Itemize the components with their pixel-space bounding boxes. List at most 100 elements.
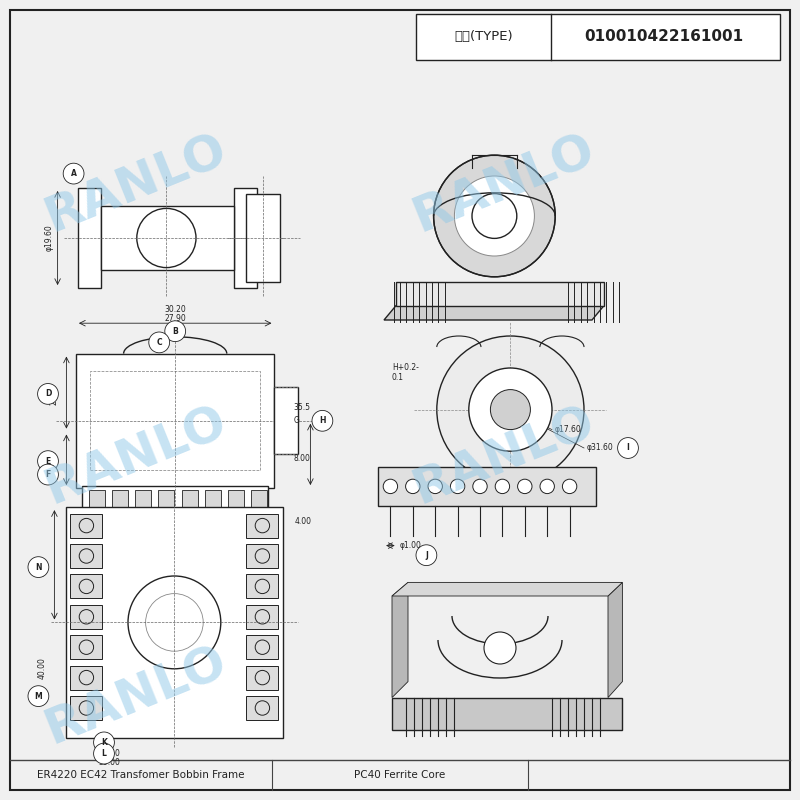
Bar [82, 486, 268, 514]
Bar [246, 194, 280, 282]
Bar [246, 635, 278, 659]
Text: φ19.60: φ19.60 [45, 225, 54, 251]
Text: N: N [35, 562, 42, 572]
Bar [228, 490, 244, 512]
Bar [70, 666, 102, 690]
Text: D: D [45, 390, 51, 398]
Circle shape [312, 410, 333, 431]
Bar [70, 514, 102, 538]
Bar [246, 544, 278, 568]
Bar [416, 14, 780, 60]
Bar [378, 467, 596, 506]
Circle shape [472, 194, 517, 238]
Text: φ1.00: φ1.00 [399, 541, 421, 550]
Text: 27.90: 27.90 [164, 314, 186, 323]
Text: H: H [319, 416, 326, 426]
Circle shape [94, 732, 114, 753]
Text: RANLO: RANLO [38, 638, 234, 754]
Circle shape [38, 464, 58, 485]
Text: 35.5: 35.5 [294, 403, 310, 412]
Circle shape [63, 163, 84, 184]
Circle shape [495, 479, 510, 494]
Bar [70, 635, 102, 659]
Text: 20.10: 20.10 [50, 383, 58, 405]
Bar [112, 490, 128, 512]
Bar [70, 696, 102, 720]
Text: J: J [425, 550, 428, 560]
Circle shape [540, 479, 554, 494]
Bar [76, 354, 274, 488]
Text: RANLO: RANLO [406, 398, 602, 514]
Circle shape [94, 743, 114, 764]
Circle shape [618, 438, 638, 458]
Text: G: G [294, 416, 299, 426]
Polygon shape [608, 582, 622, 698]
Bar [158, 490, 174, 512]
Circle shape [454, 176, 534, 256]
Text: 010010422161001: 010010422161001 [584, 30, 743, 44]
Text: M: M [34, 692, 42, 701]
Bar [182, 490, 198, 512]
Bar [66, 507, 283, 738]
Text: RANLO: RANLO [406, 126, 602, 242]
Bar [246, 696, 278, 720]
Text: K: K [101, 738, 107, 747]
Text: 5.00: 5.00 [38, 558, 46, 576]
Circle shape [149, 332, 170, 353]
Polygon shape [392, 698, 622, 730]
Text: RANLO: RANLO [38, 126, 234, 242]
Bar [90, 371, 260, 470]
Text: L: L [102, 749, 106, 758]
Circle shape [28, 686, 49, 706]
Circle shape [416, 545, 437, 566]
Bar [70, 605, 102, 629]
Circle shape [484, 632, 516, 664]
Bar [205, 490, 221, 512]
Polygon shape [384, 306, 604, 320]
Text: 30.20: 30.20 [164, 305, 186, 314]
Circle shape [437, 336, 584, 483]
Text: 44.50: 44.50 [98, 749, 121, 758]
Text: 35.00: 35.00 [98, 758, 121, 766]
Circle shape [38, 383, 58, 404]
Circle shape [428, 479, 442, 494]
Circle shape [562, 479, 577, 494]
Polygon shape [392, 582, 408, 698]
Bar [89, 490, 105, 512]
Bar [78, 188, 101, 288]
Bar [246, 514, 278, 538]
Bar [246, 605, 278, 629]
Text: 0.1: 0.1 [392, 373, 404, 382]
Text: φ31.60: φ31.60 [586, 443, 613, 453]
Bar [246, 666, 278, 690]
Text: F: F [46, 470, 50, 479]
Bar [234, 188, 257, 288]
Polygon shape [396, 282, 604, 306]
Text: B: B [172, 326, 178, 336]
Circle shape [469, 368, 552, 451]
Text: E: E [46, 457, 50, 466]
Circle shape [518, 479, 532, 494]
Text: 10.80: 10.80 [50, 450, 58, 472]
Text: I: I [626, 443, 630, 453]
Bar [274, 387, 298, 454]
Bar [251, 490, 267, 512]
Bar [101, 206, 234, 270]
Circle shape [28, 557, 49, 578]
Bar [70, 544, 102, 568]
Circle shape [434, 155, 555, 277]
Text: 型号(TYPE): 型号(TYPE) [454, 30, 513, 43]
Bar [246, 574, 278, 598]
Text: 4.00: 4.00 [294, 517, 311, 526]
Text: C: C [156, 338, 162, 347]
Text: 40.00: 40.00 [38, 658, 46, 679]
Text: ER4220 EC42 Transfomer Bobbin Frame: ER4220 EC42 Transfomer Bobbin Frame [37, 770, 245, 780]
Text: 8.00: 8.00 [294, 454, 310, 463]
Text: RANLO: RANLO [38, 398, 234, 514]
Bar [70, 574, 102, 598]
Bar [135, 490, 151, 512]
Text: H+0.2-: H+0.2- [392, 363, 419, 373]
Circle shape [473, 479, 487, 494]
Circle shape [490, 390, 530, 430]
Text: PC40 Ferrite Core: PC40 Ferrite Core [354, 770, 446, 780]
